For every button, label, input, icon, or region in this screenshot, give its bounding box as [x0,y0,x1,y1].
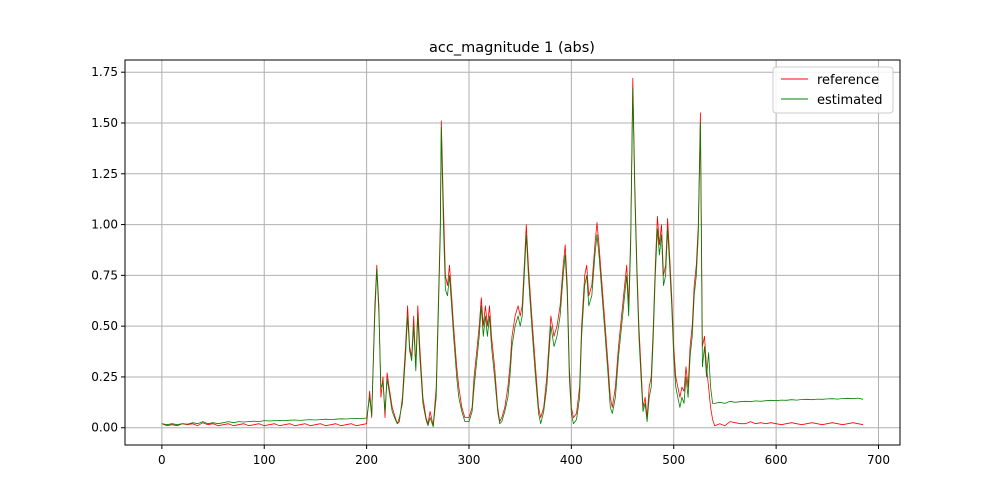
x-tick-label: 700 [867,453,890,467]
x-tick-label: 200 [355,453,378,467]
legend-label-reference: reference [817,73,879,88]
x-tick-label: 100 [253,453,276,467]
y-tick-label: 0.25 [91,370,118,384]
x-axis: 0 100 200 300 400 500 600 700 [158,445,890,467]
series-layer [161,77,864,428]
legend-label-estimated: estimated [817,93,882,108]
y-tick-label: 0.75 [91,268,118,282]
x-tick-label: 500 [662,453,685,467]
y-tick-label: 1.50 [91,116,118,130]
y-tick-label: 0.50 [91,319,118,333]
chart-title: acc_magnitude 1 (abs) [429,40,595,56]
y-tick-label: 1.75 [91,65,118,79]
x-tick-label: 600 [765,453,788,467]
y-tick-label: 1.00 [91,218,118,232]
legend: reference estimated [772,66,894,114]
y-tick-label: 1.25 [91,167,118,181]
x-tick-label: 300 [458,453,481,467]
series-line-estimated [161,88,864,428]
plot-frame [124,59,901,446]
x-tick-label: 0 [158,453,166,467]
y-tick-label: 0.00 [91,421,118,435]
y-axis: 0.00 0.25 0.50 0.75 1.00 1.25 1.50 1.75 [91,65,125,435]
grid [125,60,900,445]
x-tick-label: 400 [560,453,583,467]
